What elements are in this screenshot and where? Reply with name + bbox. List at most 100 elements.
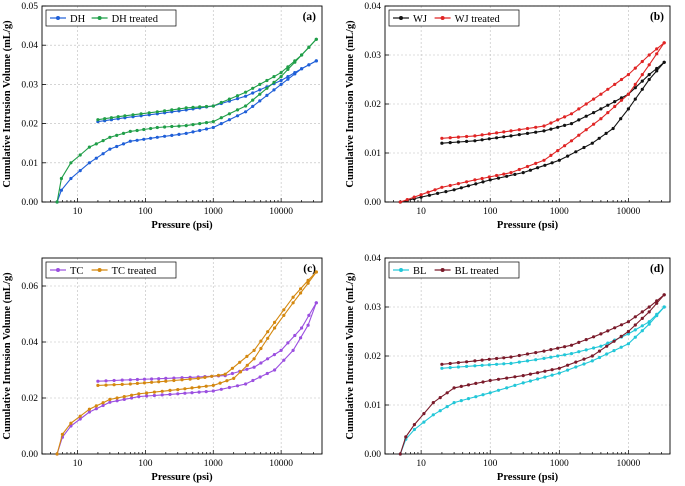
data-point xyxy=(227,118,231,122)
data-point xyxy=(465,180,469,184)
panel-label: (a) xyxy=(303,11,317,23)
data-point xyxy=(440,136,444,140)
data-point xyxy=(101,403,105,408)
data-point xyxy=(60,432,64,436)
data-point xyxy=(177,107,181,111)
data-point xyxy=(115,133,119,137)
data-point xyxy=(459,186,463,190)
data-point xyxy=(104,379,108,383)
data-point xyxy=(647,63,651,67)
data-point xyxy=(191,105,195,109)
data-point xyxy=(613,104,617,109)
data-point xyxy=(149,136,153,140)
data-point xyxy=(577,350,581,354)
data-point xyxy=(574,150,578,154)
data-point xyxy=(204,127,209,131)
data-point xyxy=(619,323,624,327)
legend-marker xyxy=(97,16,102,20)
data-point xyxy=(273,326,277,330)
data-point xyxy=(459,399,463,403)
data-point xyxy=(612,349,616,353)
data-point xyxy=(109,116,113,120)
chart-panel-4: 0.00 0.01 0.02 0.03 0.04 10 100 1000 10000 Pressu… xyxy=(345,254,671,483)
data-point xyxy=(513,383,517,387)
data-point xyxy=(640,310,644,314)
data-point xyxy=(306,281,310,285)
legend-label: BL xyxy=(413,266,426,277)
data-point xyxy=(282,313,286,317)
data-point xyxy=(599,92,603,96)
data-point xyxy=(150,377,154,381)
data-point xyxy=(509,134,513,138)
data-point xyxy=(563,144,567,148)
data-point xyxy=(647,77,651,82)
data-point xyxy=(563,345,567,349)
x-tick-label: 1000 xyxy=(204,459,223,469)
data-point xyxy=(640,316,644,320)
data-point xyxy=(198,105,202,109)
x-axis-title: Pressure (psi) xyxy=(151,472,213,483)
x-axis-title: Pressure (psi) xyxy=(497,472,559,483)
y-tick-label: 0.00 xyxy=(364,450,381,460)
data-point xyxy=(543,375,547,379)
legend-marker xyxy=(56,268,60,272)
data-point xyxy=(55,200,59,204)
data-point xyxy=(232,376,236,380)
data-point xyxy=(619,96,624,100)
data-point xyxy=(528,168,533,172)
data-point xyxy=(445,405,449,409)
data-point xyxy=(487,137,491,141)
data-point xyxy=(633,82,637,86)
data-point xyxy=(612,339,616,343)
data-point xyxy=(584,348,588,352)
data-point xyxy=(265,93,269,97)
data-point xyxy=(556,354,560,358)
data-point xyxy=(172,378,176,383)
data-point xyxy=(235,108,240,112)
x-tick-label: 1000 xyxy=(550,207,569,217)
data-point xyxy=(286,65,290,69)
data-point xyxy=(135,381,139,385)
series-1 xyxy=(55,59,318,204)
data-point xyxy=(78,153,82,157)
legend: DH DH treated xyxy=(45,9,177,27)
data-point xyxy=(584,102,588,106)
data-point xyxy=(130,396,134,400)
x-tick-label: 100 xyxy=(483,207,498,217)
data-point xyxy=(293,71,297,75)
data-point xyxy=(452,401,456,405)
data-point xyxy=(251,98,255,102)
series-2 xyxy=(55,270,318,456)
data-point xyxy=(556,125,560,129)
data-point xyxy=(426,190,430,194)
y-axis-title: Cumulative Intrusion Volume (mL/g) xyxy=(345,272,356,440)
data-point xyxy=(542,349,546,353)
data-point xyxy=(204,104,209,109)
data-point xyxy=(487,357,491,361)
legend-box xyxy=(388,9,520,27)
data-point xyxy=(251,104,255,108)
data-point xyxy=(550,373,554,377)
chart-panel-1: 0.00 0.01 0.02 0.03 0.04 0.05 10 100 1000 10000 Pr… xyxy=(2,2,323,231)
data-point xyxy=(440,362,444,366)
data-point xyxy=(582,357,586,361)
chart-panel-3: 0.00 0.02 0.04 0.06 10 100 1000 10000 Pressure (… xyxy=(2,257,323,483)
data-point xyxy=(619,77,624,82)
x-tick-label: 1000 xyxy=(204,207,223,217)
data-point xyxy=(235,97,240,101)
data-point xyxy=(115,399,119,403)
data-point xyxy=(112,378,116,383)
data-point xyxy=(131,113,135,117)
legend: BL BL treated xyxy=(388,261,520,279)
data-point xyxy=(569,352,574,356)
data-point xyxy=(101,139,105,143)
data-point xyxy=(259,346,263,351)
y-tick-label: 0.00 xyxy=(21,450,38,460)
data-point xyxy=(177,124,181,128)
data-point xyxy=(496,176,501,180)
x-tick-label: 10 xyxy=(416,207,426,217)
data-point xyxy=(534,125,538,129)
data-point xyxy=(474,182,478,186)
data-point xyxy=(655,47,659,51)
data-point xyxy=(662,305,666,309)
